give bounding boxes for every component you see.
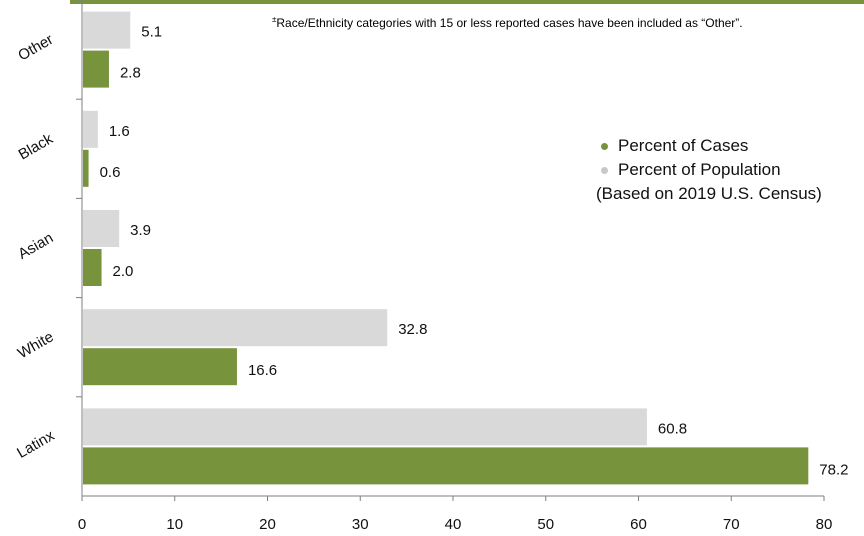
legend-cases-label: Percent of Cases <box>618 136 749 155</box>
bar-cases-asian <box>83 249 102 286</box>
x-tick-label: 60 <box>630 516 647 533</box>
category-label-black: Black <box>16 130 57 163</box>
legend-population-note: (Based on 2019 U.S. Census) <box>596 184 822 203</box>
data-label-cases-black: 0.6 <box>100 164 121 181</box>
population-dot-icon <box>601 166 608 174</box>
x-tick-label: 80 <box>816 516 833 533</box>
data-label-population-latinx: 60.8 <box>658 420 687 437</box>
bar-population-latinx <box>83 408 647 446</box>
bar-population-white <box>83 309 388 347</box>
legend-population-label: Percent of Population <box>618 160 781 179</box>
x-tick-label: 30 <box>352 516 369 533</box>
x-tick-label: 10 <box>166 516 183 533</box>
data-label-cases-white: 16.6 <box>248 362 277 379</box>
x-tick-label: 70 <box>723 516 740 533</box>
bar-population-asian <box>83 210 120 247</box>
x-tick-label: 0 <box>78 516 86 533</box>
footnote-marker: ± <box>272 15 277 24</box>
data-label-cases-latinx: 78.2 <box>819 461 848 478</box>
bar-population-black <box>83 110 98 148</box>
header-bar <box>70 0 864 4</box>
category-label-white: White <box>15 328 57 362</box>
data-label-population-white: 32.8 <box>398 321 427 338</box>
category-label-asian: Asian <box>15 229 56 262</box>
bar-cases-latinx <box>83 447 809 485</box>
footnote-text: Race/Ethnicity categories with 15 or les… <box>276 16 743 30</box>
category-label-other: Other <box>15 31 56 64</box>
bar-cases-other <box>83 50 109 88</box>
bar-cases-white <box>83 348 237 386</box>
legend-item-population: Percent of Population <box>596 158 822 182</box>
footnote: ±Race/Ethnicity categories with 15 or le… <box>272 15 743 30</box>
data-label-cases-asian: 2.0 <box>113 263 134 280</box>
x-tick-label: 20 <box>259 516 276 533</box>
bar-population-other <box>83 11 131 49</box>
cases-dot-icon <box>601 142 608 150</box>
x-tick-label: 50 <box>537 516 554 533</box>
data-label-population-asian: 3.9 <box>130 222 151 239</box>
category-label-latinx: Latinx <box>14 427 58 462</box>
data-label-cases-other: 2.8 <box>120 65 141 82</box>
legend-item-cases: Percent of Cases <box>596 134 822 158</box>
legend: Percent of Cases Percent of Population (… <box>596 134 822 206</box>
data-label-population-black: 1.6 <box>109 123 130 140</box>
data-label-population-other: 5.1 <box>141 24 162 41</box>
x-tick-label: 40 <box>445 516 462 533</box>
bar-cases-black <box>83 149 89 187</box>
